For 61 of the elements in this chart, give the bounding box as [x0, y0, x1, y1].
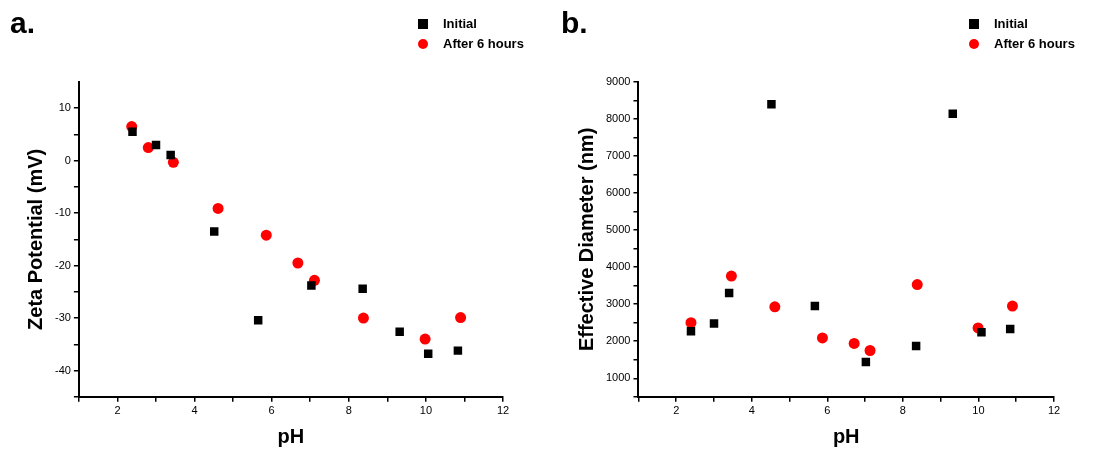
- y-tick-label: 6000: [605, 186, 631, 199]
- x-tick-label: 8: [345, 404, 352, 417]
- point: [128, 127, 137, 137]
- y-tick-label: 7000: [605, 149, 631, 162]
- y-tick-label: 8000: [605, 112, 631, 125]
- x-tick-label: 6: [268, 404, 275, 417]
- x-tick-label: 2: [114, 404, 121, 417]
- y-tick-label: 9000: [605, 75, 631, 88]
- point: [142, 142, 154, 154]
- point: [292, 257, 304, 269]
- y-tick-label: -10: [54, 206, 71, 219]
- point: [419, 333, 431, 345]
- point: [767, 99, 776, 109]
- point: [848, 337, 860, 349]
- point: [395, 327, 404, 336]
- x-tick-label: 4: [191, 404, 198, 417]
- point: [709, 319, 719, 328]
- chart-title: b.: [561, 6, 588, 40]
- y-tick-label: 10: [58, 101, 71, 114]
- y-tick-label: 3000: [605, 297, 631, 310]
- point: [455, 312, 467, 324]
- x-tick-label: 2: [673, 404, 680, 417]
- y-axis-title: Effective Diameter (nm): [574, 127, 597, 352]
- point: [1006, 300, 1018, 312]
- point: [212, 202, 224, 214]
- point: [864, 345, 876, 357]
- y-tick-label: 4000: [605, 260, 631, 273]
- x-axis-title: pH: [277, 424, 305, 447]
- x-tick-label: 4: [748, 404, 755, 417]
- point: [453, 346, 463, 355]
- legend-label: Initial: [994, 15, 1028, 31]
- x-tick-label: 12: [496, 404, 510, 417]
- y-tick-label: -30: [54, 311, 71, 324]
- y-tick-label: 5000: [605, 223, 631, 236]
- x-tick-label: 12: [1047, 404, 1061, 417]
- point: [260, 229, 272, 241]
- legend-label: After 6 hours: [443, 35, 524, 51]
- point: [166, 150, 175, 160]
- point: [357, 312, 369, 324]
- point: [358, 284, 367, 293]
- x-tick-label: 6: [824, 404, 831, 417]
- y-tick-label: 0: [64, 153, 71, 166]
- x-tick-label: 10: [419, 404, 433, 417]
- x-tick-label: 10: [972, 404, 985, 417]
- point: [307, 281, 316, 290]
- point: [769, 301, 781, 313]
- chart-title: a.: [10, 6, 36, 40]
- point: [977, 328, 986, 337]
- legend-label: Initial: [443, 15, 477, 31]
- y-axis-title: Zeta Potential (mV): [23, 148, 46, 330]
- y-tick-label: 1000: [605, 371, 631, 384]
- legend-label: After 6 hours: [994, 35, 1075, 51]
- point: [725, 270, 737, 282]
- y-tick-label: -20: [54, 258, 71, 271]
- x-axis-title: pH: [832, 424, 860, 447]
- point: [911, 279, 923, 291]
- y-tick-label: -40: [54, 363, 71, 376]
- point: [816, 332, 828, 344]
- point: [209, 227, 219, 236]
- y-tick-label: 2000: [605, 334, 631, 347]
- x-tick-label: 8: [899, 404, 906, 417]
